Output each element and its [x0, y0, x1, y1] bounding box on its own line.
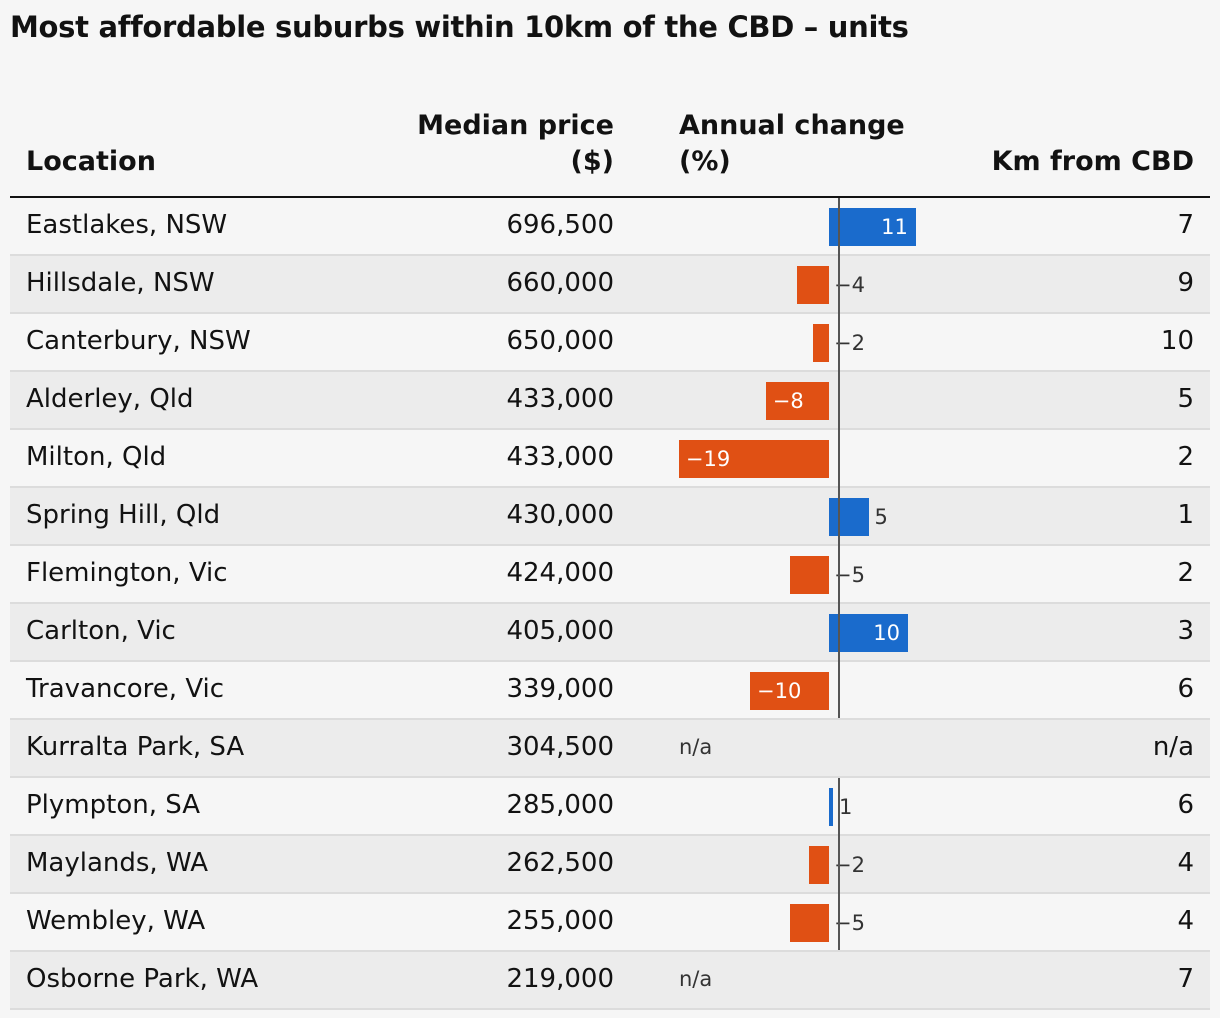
- row-median-price: 696,500: [506, 210, 614, 240]
- row-median-price: 660,000: [506, 268, 614, 298]
- table-row: Maylands, WA 262,500 −2 4: [10, 836, 1210, 894]
- row-km-from-cbd: 2: [1177, 558, 1194, 588]
- column-header-median-line2: ($): [570, 146, 614, 177]
- annual-change-bar: [789, 904, 829, 942]
- table-row: Kurralta Park, SA 304,500 n/a n/a: [10, 720, 1210, 778]
- row-location: Eastlakes, NSW: [26, 210, 228, 240]
- annual-change-label: −19: [685, 447, 731, 471]
- row-location: Osborne Park, WA: [26, 964, 259, 994]
- row-median-price: 430,000: [506, 500, 614, 530]
- chart-title: Most affordable suburbs within 10km of t…: [10, 10, 909, 44]
- table-row: Travancore, Vic 339,000 −10 6: [10, 662, 1210, 720]
- row-km-from-cbd: 7: [1177, 964, 1194, 994]
- table-row: Alderley, Qld 433,000 −8 5: [10, 372, 1210, 430]
- annual-change-label: 5: [874, 505, 888, 529]
- row-km-from-cbd: 7: [1177, 210, 1194, 240]
- row-median-price: 219,000: [506, 964, 614, 994]
- row-km-from-cbd: n/a: [1152, 732, 1194, 762]
- table-row: Hillsdale, NSW 660,000 −4 9: [10, 256, 1210, 314]
- row-location: Carlton, Vic: [26, 616, 176, 646]
- row-median-price: 424,000: [506, 558, 614, 588]
- table-row: Osborne Park, WA 219,000 n/a 7: [10, 952, 1210, 1010]
- row-location: Spring Hill, Qld: [26, 500, 221, 530]
- row-annual-change-na: n/a: [679, 967, 713, 991]
- row-km-from-cbd: 4: [1177, 906, 1194, 936]
- table-row: Flemington, Vic 424,000 −5 2: [10, 546, 1210, 604]
- row-km-from-cbd: 5: [1177, 384, 1194, 414]
- annual-change-label: 11: [881, 215, 908, 239]
- row-location: Kurralta Park, SA: [26, 732, 245, 762]
- row-location: Wembley, WA: [26, 906, 206, 936]
- annual-change-bar: [789, 556, 829, 594]
- annual-change-bar: [829, 788, 833, 826]
- column-header-location: Location: [26, 144, 156, 180]
- row-km-from-cbd: 6: [1177, 790, 1194, 820]
- row-location: Travancore, Vic: [26, 674, 225, 704]
- row-annual-change-na: n/a: [679, 735, 713, 759]
- zero-axis-line: [838, 778, 840, 950]
- column-header-change-line1: Annual change: [679, 110, 905, 141]
- table-body: Eastlakes, NSW 696,500 11 7 Hillsdale, NSW 66…: [10, 198, 1210, 1010]
- annual-change-bar: [750, 672, 829, 710]
- annual-change-bar: [797, 266, 829, 304]
- row-median-price: 304,500: [506, 732, 614, 762]
- row-km-from-cbd: 4: [1177, 848, 1194, 878]
- table-row: Canterbury, NSW 650,000 −2 10: [10, 314, 1210, 372]
- zero-axis-line: [838, 198, 840, 718]
- row-median-price: 285,000: [506, 790, 614, 820]
- row-median-price: 433,000: [506, 442, 614, 472]
- annual-change-label: 10: [873, 621, 900, 645]
- row-location: Canterbury, NSW: [26, 326, 251, 356]
- row-location: Plympton, SA: [26, 790, 201, 820]
- column-header-annual-change: Annual change (%): [679, 108, 905, 180]
- table-row: Eastlakes, NSW 696,500 11 7: [10, 198, 1210, 256]
- table-header: Location Median price ($) Annual change …: [10, 96, 1210, 198]
- annual-change-bar: [829, 614, 908, 652]
- row-location: Alderley, Qld: [26, 384, 194, 414]
- row-km-from-cbd: 6: [1177, 674, 1194, 704]
- row-km-from-cbd: 9: [1177, 268, 1194, 298]
- column-header-change-line2: (%): [679, 146, 731, 177]
- annual-change-bar: [813, 324, 829, 362]
- table-row: Carlton, Vic 405,000 10 3: [10, 604, 1210, 662]
- row-location: Hillsdale, NSW: [26, 268, 215, 298]
- column-header-km-label: Km from CBD: [991, 146, 1194, 177]
- annual-change-label: −10: [757, 679, 802, 703]
- annual-change-bar: [829, 498, 869, 536]
- row-km-from-cbd: 3: [1177, 616, 1194, 646]
- row-median-price: 262,500: [506, 848, 614, 878]
- row-km-from-cbd: 10: [1160, 326, 1194, 356]
- annual-change-bar: [678, 440, 829, 478]
- annual-change-bar: [765, 382, 829, 420]
- table-row: Milton, Qld 433,000 −19 2: [10, 430, 1210, 488]
- row-median-price: 255,000: [506, 906, 614, 936]
- row-median-price: 339,000: [506, 674, 614, 704]
- table-row: Wembley, WA 255,000 −5 4: [10, 894, 1210, 952]
- annual-change-bar: [829, 208, 916, 246]
- row-km-from-cbd: 1: [1177, 500, 1194, 530]
- annual-change-bar: [809, 846, 829, 884]
- annual-change-label: 1: [838, 795, 853, 819]
- column-header-location-label: Location: [26, 146, 156, 177]
- row-median-price: 405,000: [506, 616, 614, 646]
- column-header-median-line1: Median price: [417, 110, 614, 141]
- table-row: Spring Hill, Qld 430,000 5 1: [10, 488, 1210, 546]
- row-location: Flemington, Vic: [26, 558, 228, 588]
- annual-change-label: −8: [772, 389, 804, 413]
- row-median-price: 650,000: [506, 326, 614, 356]
- table-row: Plympton, SA 285,000 1 6: [10, 778, 1210, 836]
- row-location: Milton, Qld: [26, 442, 167, 472]
- column-header-median-price: Median price ($): [417, 108, 614, 180]
- row-median-price: 433,000: [506, 384, 614, 414]
- row-km-from-cbd: 2: [1177, 442, 1194, 472]
- row-location: Maylands, WA: [26, 848, 209, 878]
- column-header-km-from-cbd: Km from CBD: [992, 144, 1194, 180]
